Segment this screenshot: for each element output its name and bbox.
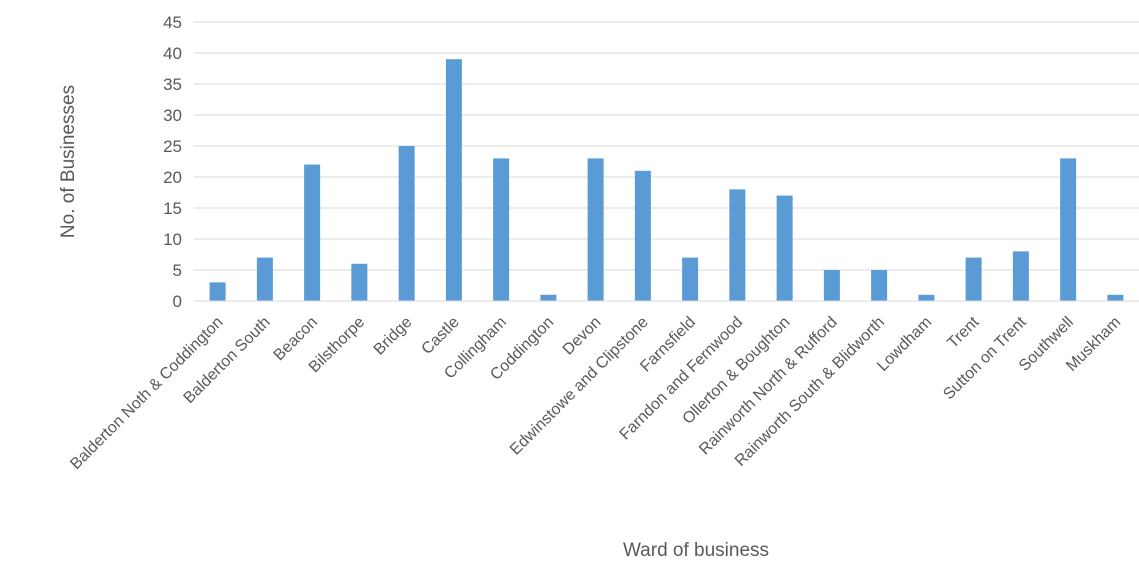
y-tick-label: 20 bbox=[163, 168, 182, 187]
y-axis-title: No. of Businesses bbox=[58, 85, 79, 238]
bar bbox=[776, 195, 793, 301]
bar bbox=[823, 270, 840, 301]
bar bbox=[871, 270, 888, 301]
y-tick-label: 45 bbox=[163, 13, 182, 32]
bar bbox=[682, 257, 699, 301]
x-axis-title: Ward of business bbox=[623, 540, 769, 561]
gridlines bbox=[194, 21, 1139, 271]
bar bbox=[209, 282, 226, 301]
bar bbox=[493, 158, 510, 301]
x-tick-label: Sutton on Trent bbox=[940, 313, 1030, 403]
bar bbox=[398, 146, 415, 301]
y-tick-label: 30 bbox=[163, 106, 182, 125]
y-tick-label: 40 bbox=[163, 44, 182, 63]
bar bbox=[1060, 158, 1077, 301]
y-tick-label: 10 bbox=[163, 230, 182, 249]
y-tick-label: 15 bbox=[163, 199, 182, 218]
y-tick-label: 35 bbox=[163, 75, 182, 94]
bar bbox=[304, 164, 321, 301]
y-tick-label: 25 bbox=[163, 137, 182, 156]
x-tick-label: Trent bbox=[944, 313, 982, 351]
bars bbox=[209, 59, 1124, 302]
bar bbox=[540, 294, 557, 301]
bar bbox=[1012, 251, 1029, 301]
bar bbox=[256, 257, 273, 301]
x-tick-label: Devon bbox=[560, 314, 605, 359]
bar bbox=[634, 170, 651, 301]
y-axis-ticks: 0 5 10 15 20 25 30 35 40 45 bbox=[163, 13, 182, 311]
x-tick-label: Castle bbox=[419, 314, 463, 358]
bar bbox=[729, 189, 746, 301]
y-tick-label: 5 bbox=[173, 261, 182, 280]
bar bbox=[965, 257, 982, 301]
x-tick-label: Balderton South bbox=[181, 314, 274, 407]
bar bbox=[445, 59, 462, 302]
x-tick-label: Bridge bbox=[371, 314, 416, 359]
y-tick-label: 0 bbox=[173, 292, 182, 311]
bar bbox=[587, 158, 604, 301]
bar bbox=[918, 294, 935, 301]
bar bbox=[1107, 294, 1124, 301]
bar bbox=[351, 263, 368, 301]
